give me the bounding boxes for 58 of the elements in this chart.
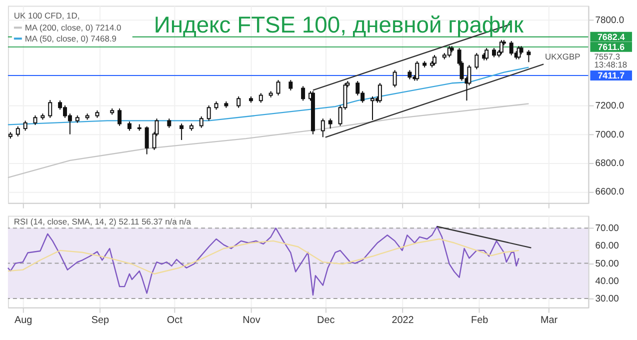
candlestick xyxy=(16,126,20,137)
candlestick xyxy=(432,54,436,66)
line-series xyxy=(7,66,530,126)
x-tick-label: Mar xyxy=(540,314,558,326)
y-tick-label: 6600.0 xyxy=(595,186,624,198)
candlestick xyxy=(288,80,293,91)
candlestick xyxy=(370,96,374,120)
y-tick-label: 60.00 xyxy=(595,240,619,252)
x-tick-label: Oct xyxy=(166,314,183,326)
y-tick-label: 40.00 xyxy=(595,276,619,287)
candlestick xyxy=(526,50,531,63)
candlestick xyxy=(118,108,122,126)
x-tick-label: Nov xyxy=(242,314,260,326)
legend-label: MA (50, close, 0) 7468.9 xyxy=(24,34,117,44)
chart-title: Индекс FTSE 100, дневной график xyxy=(154,12,525,38)
candlestick xyxy=(206,104,211,122)
x-tick-label: Feb xyxy=(471,314,489,326)
candlestick xyxy=(328,118,332,130)
x-tick-label: 2022 xyxy=(392,314,414,326)
candlestick xyxy=(23,120,28,132)
candlestick xyxy=(320,118,325,138)
annotation: UK 100 CFD, 1D, xyxy=(14,10,80,21)
candlestick xyxy=(127,121,132,132)
x-tick-label: Aug xyxy=(14,314,32,326)
text: 13:48:18 xyxy=(594,59,628,70)
ref-line-label: 7611.6 xyxy=(598,42,625,52)
candlestick xyxy=(144,126,149,155)
candlestick xyxy=(33,114,38,126)
y-tick-label: 7800.0 xyxy=(595,15,624,26)
candlestick xyxy=(236,96,241,108)
x-tick-label: Dec xyxy=(317,314,335,326)
annotation: RSI (14, close, SMA, 14, 2) 52.11 56.37 n/a n/a xyxy=(14,216,192,227)
y-tick-label: 7200.0 xyxy=(595,100,624,112)
candlestick xyxy=(392,70,397,88)
candlestick xyxy=(48,100,52,118)
y-tick-label: 30.00 xyxy=(595,294,619,305)
candlestick xyxy=(167,118,172,128)
candlestick xyxy=(180,123,184,140)
line-series xyxy=(7,238,520,274)
y-tick-label: 50.00 xyxy=(595,258,619,270)
candlestick xyxy=(276,80,280,96)
candlestick xyxy=(199,116,204,128)
candlestick xyxy=(509,40,514,56)
line-series xyxy=(7,103,530,178)
text: 7557.3 xyxy=(594,51,620,62)
ref-line-label: 7411.7 xyxy=(598,70,625,80)
y-tick-label: 7000.0 xyxy=(595,129,624,140)
legend-label: MA (200, close, 0) 7214.0 xyxy=(24,22,122,33)
candlestick xyxy=(474,52,479,70)
y-tick-label: 6800.0 xyxy=(595,158,624,169)
ref-line-label: 7682.4 xyxy=(597,32,625,42)
y-tick-label: 70.00 xyxy=(595,223,619,234)
candlestick xyxy=(301,86,306,102)
candlestick xyxy=(258,92,263,104)
candlestick xyxy=(408,70,412,80)
x-tick-label: Sep xyxy=(91,314,110,326)
line-series xyxy=(7,226,520,296)
annotation: UKXGBP xyxy=(545,51,581,62)
